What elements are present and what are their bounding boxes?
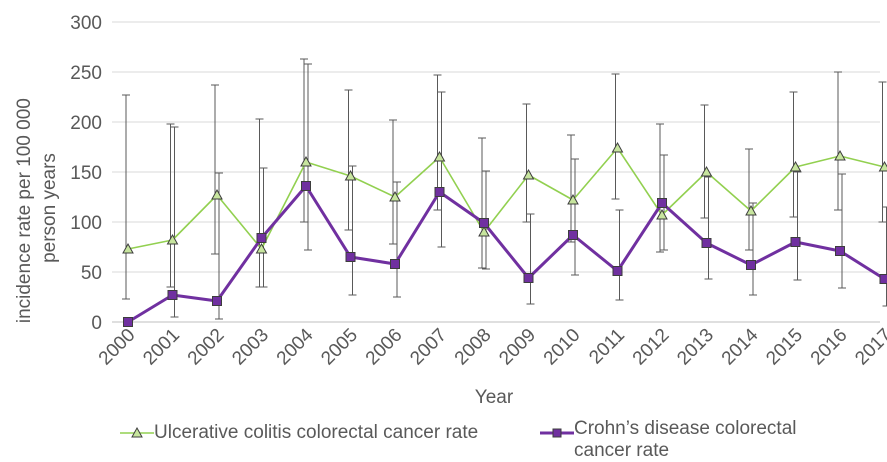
data-point-crohns — [523, 273, 534, 283]
data-point-crohns — [790, 237, 801, 247]
series-markers — [122, 141, 887, 327]
data-point-crohns — [434, 187, 445, 197]
data-point-ulcerative-colitis — [389, 190, 401, 202]
data-point-crohns — [612, 266, 623, 276]
data-point-crohns — [167, 290, 178, 300]
y-tick-label: 200 — [70, 113, 102, 134]
data-point-ulcerative-colitis — [211, 188, 223, 200]
data-point-crohns — [657, 198, 667, 208]
x-tick-label: 2008 — [451, 325, 496, 370]
data-point-ulcerative-colitis — [166, 233, 179, 245]
data-point-crohns — [835, 246, 845, 256]
y-axis-label-line-2: person years — [39, 153, 60, 263]
data-point-crohns — [568, 230, 578, 240]
legend-swatch-triangle — [120, 426, 154, 438]
x-axis-label: Year — [475, 387, 514, 408]
y-tick-label: 100 — [70, 213, 102, 234]
data-point-ulcerative-colitis — [789, 160, 802, 172]
legend-swatch-square — [540, 428, 574, 438]
data-point-crohns — [123, 317, 133, 327]
x-tick-label: 2013 — [673, 325, 718, 370]
x-tick-labels: 2000 2001 2002 2003 2004 2005 2006 2007 2008 2009… — [95, 324, 887, 369]
x-tick-label: 2015 — [762, 325, 807, 370]
data-point-crohns — [701, 238, 712, 248]
data-point-ulcerative-colitis — [344, 169, 357, 181]
series-line-crohns — [127, 184, 886, 324]
x-tick-label: 2016 — [807, 325, 852, 370]
data-point-crohns — [746, 260, 756, 270]
x-tick-label: 2002 — [184, 325, 229, 370]
y-tick-label: 250 — [70, 63, 102, 84]
gridlines — [112, 21, 880, 273]
legend: Ulcerative colitis colorectal cancer rat… — [120, 418, 880, 462]
y-tick-label: 150 — [70, 163, 102, 184]
data-point-crohns — [345, 252, 356, 262]
data-point-ulcerative-colitis — [433, 150, 446, 162]
data-point-ulcerative-colitis — [300, 155, 312, 167]
data-point-ulcerative-colitis — [745, 204, 757, 216]
data-point-crohns — [390, 259, 400, 269]
x-tick-label: 2003 — [228, 325, 273, 370]
y-axis-label: incidence rate per 100 000 person years — [14, 93, 60, 323]
data-point-ulcerative-colitis — [522, 168, 535, 180]
x-tick-label: 2012 — [629, 325, 674, 370]
x-tick-label: 2001 — [139, 325, 184, 370]
data-point-crohns — [479, 218, 489, 228]
data-point-ulcerative-colitis — [255, 242, 268, 254]
x-tick-label: 2006 — [362, 325, 407, 370]
data-point-ulcerative-colitis — [611, 141, 624, 153]
data-point-crohns — [301, 181, 311, 191]
y-tick-labels: 0 50 100 150 200 250 300 — [70, 13, 102, 334]
data-point-crohns — [879, 274, 887, 284]
legend-item-ulcerative-colitis: Ulcerative colitis colorectal cancer rat… — [120, 422, 478, 444]
x-tick-label: 2017 — [851, 325, 887, 370]
x-tick-label: 2004 — [273, 324, 318, 369]
legend-item-crohns: Crohn’s disease colorectal cancer rate — [540, 418, 860, 462]
data-point-ulcerative-colitis — [878, 160, 887, 172]
data-point-ulcerative-colitis — [478, 225, 490, 237]
error-bars — [122, 58, 887, 320]
x-tick-label: 2010 — [540, 325, 585, 370]
y-axis-label-line-1: incidence rate per 100 000 — [14, 98, 35, 323]
x-tick-label: 2005 — [317, 325, 362, 370]
series-line-ulcerative-colitis — [127, 147, 885, 250]
data-point-ulcerative-colitis — [122, 242, 134, 254]
y-tick-label: 0 — [91, 313, 102, 334]
x-tick-label: 2011 — [585, 325, 629, 369]
legend-label-ulcerative-colitis: Ulcerative colitis colorectal cancer rat… — [154, 422, 479, 443]
series-lines — [127, 147, 886, 324]
legend-label-crohns: Crohn’s disease colorectal cancer rate — [574, 418, 797, 461]
x-tick-label: 2007 — [406, 325, 451, 370]
data-point-ulcerative-colitis — [834, 149, 846, 161]
y-tick-label: 300 — [70, 13, 102, 34]
data-point-crohns — [212, 296, 222, 306]
x-tick-label: 2014 — [718, 324, 763, 369]
data-point-ulcerative-colitis — [656, 208, 668, 220]
data-point-ulcerative-colitis — [700, 165, 713, 177]
data-point-crohns — [256, 233, 267, 243]
x-tick-label: 2009 — [495, 325, 540, 370]
y-tick-label: 50 — [81, 263, 102, 284]
data-point-ulcerative-colitis — [567, 193, 579, 205]
